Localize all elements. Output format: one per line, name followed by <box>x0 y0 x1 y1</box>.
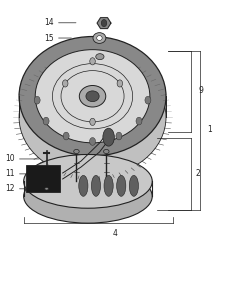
Ellipse shape <box>93 33 106 44</box>
Circle shape <box>145 96 151 104</box>
Text: 6: 6 <box>88 111 93 120</box>
Ellipse shape <box>103 149 109 154</box>
Circle shape <box>90 118 95 125</box>
Text: 1: 1 <box>207 124 212 134</box>
Ellipse shape <box>79 85 106 107</box>
Text: 15: 15 <box>44 34 54 43</box>
Circle shape <box>101 20 107 27</box>
Text: 8: 8 <box>122 111 127 120</box>
Ellipse shape <box>24 154 152 208</box>
Ellipse shape <box>129 176 138 196</box>
Ellipse shape <box>91 176 100 196</box>
Text: 12: 12 <box>5 184 15 193</box>
FancyBboxPatch shape <box>26 165 60 192</box>
Text: 9: 9 <box>198 86 203 95</box>
Circle shape <box>63 80 68 87</box>
Text: 14: 14 <box>44 18 54 27</box>
Ellipse shape <box>117 176 126 196</box>
Text: 2: 2 <box>196 169 201 178</box>
Circle shape <box>43 117 49 125</box>
Ellipse shape <box>103 128 114 146</box>
Circle shape <box>90 138 96 145</box>
Ellipse shape <box>24 169 152 223</box>
Ellipse shape <box>19 57 166 177</box>
Ellipse shape <box>86 91 99 102</box>
Text: 11: 11 <box>5 169 15 178</box>
Ellipse shape <box>43 171 50 177</box>
Ellipse shape <box>19 37 166 156</box>
Ellipse shape <box>45 188 49 190</box>
Circle shape <box>90 58 95 65</box>
Ellipse shape <box>97 36 102 40</box>
Text: 4: 4 <box>113 229 118 238</box>
Circle shape <box>34 96 40 104</box>
Text: 7: 7 <box>115 126 120 135</box>
Circle shape <box>136 117 142 125</box>
Text: 3: 3 <box>65 123 70 132</box>
Ellipse shape <box>74 149 79 154</box>
Ellipse shape <box>79 176 88 196</box>
Polygon shape <box>97 18 111 28</box>
Text: 10: 10 <box>5 154 15 164</box>
Ellipse shape <box>35 50 150 143</box>
Ellipse shape <box>104 176 113 196</box>
Text: 5: 5 <box>94 120 99 129</box>
Circle shape <box>63 132 69 140</box>
Circle shape <box>117 80 123 87</box>
Ellipse shape <box>96 54 104 60</box>
Circle shape <box>116 132 122 140</box>
